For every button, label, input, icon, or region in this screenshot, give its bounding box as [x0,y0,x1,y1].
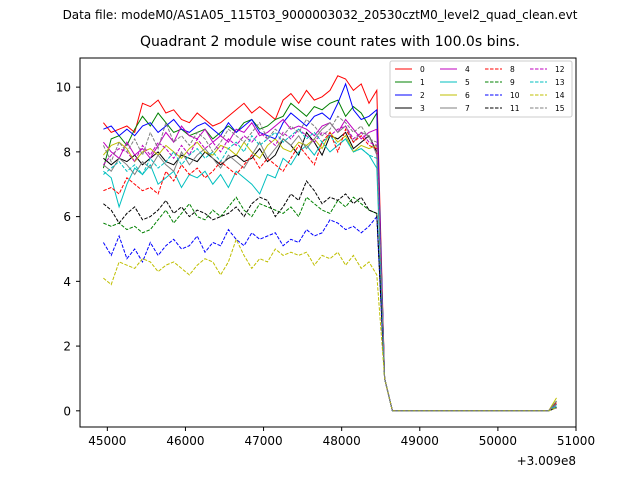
legend-label: 0 [420,65,425,74]
x-tick-label: 45000 [88,434,126,448]
legend-label: 14 [555,91,565,100]
legend-label: 5 [465,78,470,87]
legend-label: 11 [510,104,520,113]
legend-label: 15 [555,104,565,113]
series-line-4 [103,118,557,412]
legend-label: 8 [510,65,515,74]
series-line-2 [103,82,557,412]
legend-box [389,60,573,118]
y-tick-label: 8 [63,145,71,159]
y-tick-label: 6 [63,210,71,224]
x-tick-label: 46000 [166,434,204,448]
series-line-8 [103,128,557,412]
axes-frame [79,57,577,428]
x-tick-label: 50000 [479,434,517,448]
series-line-12 [103,125,557,412]
series-line-10 [102,215,557,412]
series-line-13 [103,128,557,412]
legend-label: 4 [465,65,470,74]
series-line-11 [103,180,557,412]
y-tick-label: 2 [63,340,71,354]
series-line-5 [103,138,557,412]
x-tick-label: 51000 [557,434,595,448]
legend-label: 13 [555,78,565,87]
figure-suptitle: Data file: modeM0/AS1A05_115T03_90000030… [62,8,578,22]
x-tick-label: 47000 [244,434,282,448]
series-line-6 [103,131,557,412]
legend-label: 6 [465,91,470,100]
series-line-1 [102,99,557,412]
x-tick-label: 48000 [323,434,361,448]
series-line-0 [103,75,557,412]
x-offset-label: +3.009e8 [517,454,576,468]
y-tick-label: 0 [63,404,71,418]
legend-label: 7 [465,104,470,113]
series-line-7 [103,121,557,412]
legend-label: 2 [420,91,425,100]
series-line-9 [103,196,557,412]
y-tick-label: 10 [56,81,71,95]
legend-label: 10 [510,91,520,100]
legend-label: 9 [510,78,515,87]
x-tick-label: 49000 [401,434,439,448]
series-line-15 [102,115,557,412]
y-tick-label: 4 [63,275,71,289]
series-line-3 [103,131,557,412]
series-line-14 [103,237,557,412]
chart-title: Quadrant 2 module wise count rates with … [140,34,520,50]
legend-label: 3 [420,104,425,113]
legend-label: 1 [420,78,425,87]
legend-label: 12 [555,65,565,74]
